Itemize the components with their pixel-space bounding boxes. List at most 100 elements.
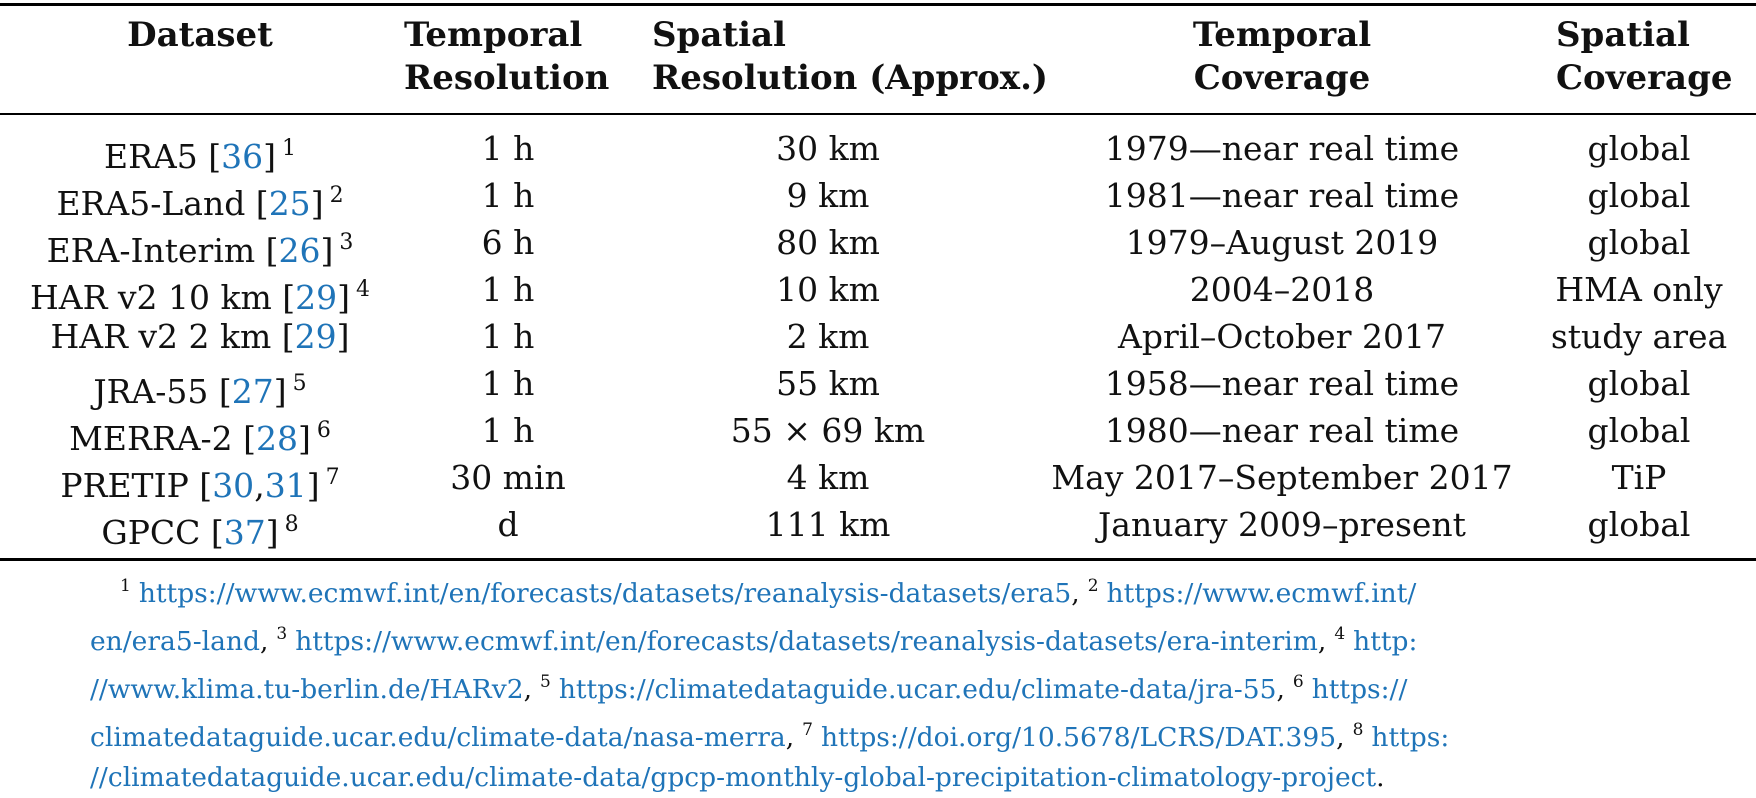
dataset-name-cell: HAR v2 10 km [29] 4 [0, 266, 400, 321]
footnote-marker: 7 [325, 465, 340, 490]
table-header-row: Dataset Temporal Resolution Spatial Reso… [0, 14, 1756, 110]
footnote-link[interactable]: https://climatedataguide.ucar.edu/climat… [558, 674, 1277, 705]
header-temporal-coverage-line-1: Temporal [1192, 15, 1372, 55]
header-temporal-coverage: Temporal Coverage [1132, 14, 1432, 100]
header-temporal-resolution-line-2: Resolution [404, 58, 610, 98]
dataset-name-cell: ERA-Interim [26] 3 [0, 219, 400, 274]
spatial-resolution-cell: 9 km [786, 176, 870, 215]
citation-close: ] [336, 317, 350, 356]
table-body: ERA5 [36] 1 1 h 30 km 1979—near real time glo… [0, 125, 1756, 552]
dataset-name-cell: GPCC [37] 8 [0, 501, 400, 556]
header-spatial-coverage-line-1: Spatial [1556, 15, 1690, 55]
footnote-link[interactable]: en/era5-land [90, 626, 260, 657]
citation-close: ] [263, 137, 276, 176]
footnote-link[interactable]: https: [1371, 722, 1450, 753]
citation-link[interactable]: 25 [268, 184, 311, 223]
spatial-coverage-cell: global [1587, 129, 1691, 168]
citation-link[interactable]: 36 [221, 137, 264, 176]
temporal-coverage-cell: 1980—near real time [1104, 411, 1460, 450]
footnote-link[interactable]: https:// [1311, 674, 1408, 705]
footnote-line: //www.klima.tu-berlin.de/HARv2, 5 https://… [90, 662, 1730, 710]
spatial-resolution-cell: 4 km [786, 458, 870, 497]
citation-link[interactable]: 29 [294, 317, 337, 356]
temporal-coverage-cell: May 2017–September 2017 [1051, 458, 1513, 497]
dataset-name: ERA-Interim [ [46, 231, 279, 270]
table-row: MERRA-2 [28] 6 1 h 55 × 69 km 1980—near real… [0, 407, 1756, 458]
temporal-coverage-cell: 1981—near real time [1104, 176, 1460, 215]
footnote-link[interactable]: https://www.ecmwf.int/ [1106, 578, 1417, 609]
temporal-coverage-cell: 1979–August 2019 [1125, 223, 1439, 262]
citation-link[interactable]: 31 [264, 466, 307, 505]
spatial-coverage-cell: TiP [1611, 458, 1667, 497]
dataset-name-cell: HAR v2 2 km [29] [0, 313, 400, 360]
footnote-marker: 6 [316, 418, 331, 443]
footnote-link[interactable]: //www.klima.tu-berlin.de/HARv2 [90, 674, 524, 705]
header-temporal-resolution: Temporal Resolution [404, 14, 609, 100]
footnote-separator: , [523, 674, 533, 705]
citation-link[interactable]: 30 [212, 466, 255, 505]
footnote-link[interactable]: https://www.ecmwf.int/en/forecasts/datas… [295, 626, 1318, 657]
table-row: ERA-Interim [26] 3 6 h 80 km 1979–August 201… [0, 219, 1756, 270]
temporal-resolution-cell: 1 h [481, 270, 535, 309]
citation-close: ] [337, 278, 351, 317]
footnote-number: 7 [802, 720, 813, 740]
spatial-coverage-cell: global [1587, 411, 1691, 450]
table-row: PRETIP [30,31] 7 30 min 4 km May 2017–Septem… [0, 454, 1756, 505]
temporal-resolution-cell: 1 h [481, 364, 535, 403]
spatial-coverage-cell: global [1587, 364, 1691, 403]
footnote-line: en/era5-land, 3 https://www.ecmwf.int/en/f… [90, 614, 1730, 662]
footnote-separator: , [259, 626, 269, 657]
citation-link[interactable]: 26 [278, 231, 321, 270]
citation-close: ] [298, 419, 311, 458]
spatial-resolution-cell: 111 km [765, 505, 891, 544]
footnote-number: 1 [120, 576, 131, 596]
dataset-name: HAR v2 2 km [ [50, 317, 295, 356]
citation-link[interactable]: 37 [223, 513, 266, 552]
footnote-number: 5 [540, 672, 551, 692]
header-spatial-resolution: Spatial Resolution (Approx.) [652, 14, 1048, 100]
dataset-name-cell: ERA5-Land [25] 2 [0, 172, 400, 227]
footnote-link[interactable]: https://www.ecmwf.int/en/forecasts/datas… [138, 578, 1072, 609]
table-row: HAR v2 10 km [29] 4 1 h 10 km 2004–2018 HMA o… [0, 266, 1756, 317]
footnote-link[interactable]: http: [1353, 626, 1418, 657]
footnote-line: 1 https://www.ecmwf.int/en/forecasts/data… [120, 566, 1730, 614]
citation-close: ] [306, 466, 320, 505]
spatial-resolution-cell: 80 km [776, 223, 880, 262]
temporal-resolution-cell: 1 h [481, 317, 535, 356]
citation-close: ] [310, 184, 324, 223]
dataset-name: HAR v2 10 km [ [29, 278, 296, 317]
footnote-marker: 8 [284, 512, 299, 537]
dataset-name-cell: MERRA-2 [28] 6 [0, 407, 400, 462]
temporal-coverage-cell: April–October 2017 [1118, 317, 1446, 356]
temporal-resolution-cell: d [497, 505, 519, 544]
table-row: HAR v2 2 km [29] 1 h 2 km April–October 201… [0, 313, 1756, 360]
citation-close: ] [265, 513, 279, 552]
footnote-marker: 2 [329, 183, 344, 208]
footnote-link[interactable]: https://doi.org/10.5678/LCRS/DAT.395 [820, 722, 1337, 753]
citation-separator: , [254, 466, 265, 505]
citation-link[interactable]: 27 [231, 372, 274, 411]
spatial-coverage-cell: study area [1550, 317, 1728, 356]
header-spatial-resolution-line-1: Spatial [652, 15, 786, 55]
header-temporal-coverage-line-2: Coverage [1193, 58, 1371, 98]
dataset-name-cell: JRA-55 [27] 5 [0, 360, 400, 415]
footnote-number: 8 [1352, 720, 1364, 740]
citation-link[interactable]: 29 [295, 278, 338, 317]
header-spatial-coverage-line-2: Coverage [1556, 58, 1733, 98]
footnote-marker: 4 [356, 277, 371, 302]
dataset-name: ERA5-Land [ [56, 184, 269, 223]
footnote-separator: , [1317, 626, 1327, 657]
footnote-link[interactable]: //climatedataguide.ucar.edu/climate-data… [90, 762, 1377, 793]
footnote-separator: , [1276, 674, 1285, 705]
footnote-link[interactable]: climatedataguide.ucar.edu/climate-data/n… [90, 722, 786, 753]
spatial-coverage-cell: global [1587, 176, 1691, 215]
citation-close: ] [320, 231, 334, 270]
spatial-resolution-cell: 30 km [776, 129, 880, 168]
temporal-resolution-cell: 1 h [481, 176, 535, 215]
temporal-coverage-cell: January 2009–present [1098, 505, 1466, 544]
table-row: GPCC [37] 8 d 111 km January 2009–present glo… [0, 501, 1756, 552]
footnote-number: 6 [1292, 672, 1304, 692]
citation-link[interactable]: 28 [256, 419, 299, 458]
dataset-name-cell: ERA5 [36] 1 [0, 125, 400, 180]
footnote-number: 3 [276, 624, 288, 644]
